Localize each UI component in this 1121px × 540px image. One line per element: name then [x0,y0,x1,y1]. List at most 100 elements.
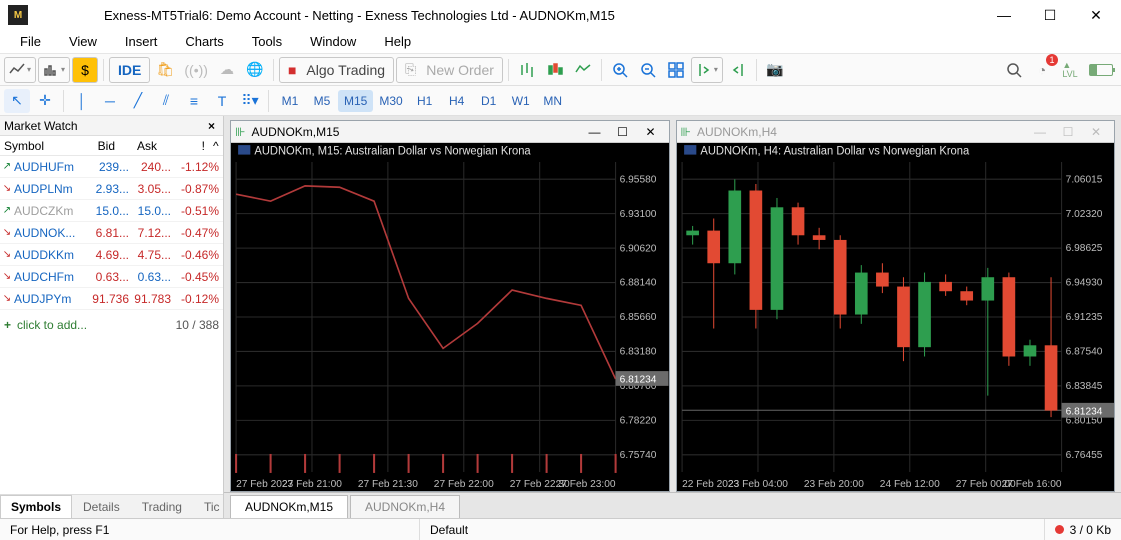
timeframe-m30[interactable]: M30 [373,90,408,112]
chart2-body[interactable]: 7.060157.023206.986256.949306.912356.875… [677,143,1115,491]
fibo-icon[interactable]: ≡ [181,89,207,113]
notification-badge: 1 [1046,54,1058,66]
direction-icon: ↗ [0,205,14,216]
svg-text:6.95580: 6.95580 [620,174,657,185]
chart1-maximize[interactable]: ☐ [609,122,637,142]
zoom-in-icon[interactable] [607,57,633,83]
svg-text:27 Feb 21:30: 27 Feb 21:30 [358,479,418,490]
bar-chart-dropdown[interactable]: ▾ [38,57,70,83]
chart1-minimize[interactable]: — [581,122,609,142]
crosshair-icon[interactable]: ✛ [32,89,58,113]
market-watch-row[interactable]: ↘AUDNOK...6.81...7.12...-0.47% [0,222,223,244]
chart-line-icon[interactable] [570,57,596,83]
menu-insert[interactable]: Insert [113,31,170,52]
ide-button[interactable]: IDE [109,57,150,83]
col-scroll: ^ [209,139,223,153]
menu-window[interactable]: Window [298,31,368,52]
chart-tab[interactable]: AUDNOKm,M15 [230,495,348,518]
close-button[interactable]: ✕ [1073,0,1119,30]
level-icon[interactable]: ▲LVL [1057,57,1083,83]
col-symbol[interactable]: Symbol [0,139,77,153]
timeframe-h1[interactable]: H1 [409,90,441,112]
change-value: -0.87% [171,182,223,196]
svg-text:27 Feb 21:00: 27 Feb 21:00 [282,479,342,490]
menu-charts[interactable]: Charts [173,31,235,52]
dollar-button[interactable]: $ [72,57,98,83]
minimize-button[interactable]: — [981,0,1027,30]
chart1-body[interactable]: 6.955806.931006.906206.881406.856606.831… [231,143,669,491]
camera-icon[interactable]: 📷 [762,57,788,83]
direction-icon: ↘ [0,183,14,194]
hline-icon[interactable]: ─ [97,89,123,113]
chart2-titlebar[interactable]: ⊪ AUDNOKm,H4 — ☐ ✕ [677,121,1115,143]
market-watch-close[interactable]: × [204,119,219,133]
market-watch-row[interactable]: ↗AUDCZKm15.0...15.0...-0.51% [0,200,223,222]
cloud-icon[interactable]: ☁ [214,57,240,83]
timeframe-m15[interactable]: M15 [338,90,373,112]
chart1-title: AUDNOKm,M15 [251,125,339,139]
market-watch-row[interactable]: ↘AUDJPYm91.73691.783-0.12% [0,288,223,310]
objects-dropdown[interactable]: ⠿▾ [237,89,263,113]
chart-window-2[interactable]: ⊪ AUDNOKm,H4 — ☐ ✕ 7.060157.023206.98625… [676,120,1116,492]
svg-text:7.06015: 7.06015 [1065,174,1102,185]
line-chart-dropdown[interactable]: ▾ [4,57,36,83]
vline-icon[interactable]: │ [69,89,95,113]
zoom-out-icon[interactable] [635,57,661,83]
chart-bars-icon[interactable] [514,57,540,83]
market-watch-add[interactable]: + click to add... 10 / 388 [0,314,223,336]
timeframe-d1[interactable]: D1 [473,90,505,112]
timeframe-h4[interactable]: H4 [441,90,473,112]
shop-icon[interactable]: 🛍 [152,57,178,83]
new-order-button[interactable]: ⎘New Order [396,57,503,83]
col-bid[interactable]: Bid [77,139,119,153]
channel-icon[interactable]: ⫽ [153,89,179,113]
bid-value: 0.63... [87,270,129,284]
globe-icon[interactable]: 🌐 [242,57,268,83]
timeframe-mn[interactable]: MN [537,90,569,112]
timeframe-w1[interactable]: W1 [505,90,537,112]
search-icon[interactable] [1001,57,1027,83]
chart2-maximize[interactable]: ☐ [1054,122,1082,142]
charts-area: ⊪ AUDNOKm,M15 — ☐ ✕ 6.955806.931006.9062… [224,116,1121,518]
market-watch-row[interactable]: ↗AUDHUFm239...240...-1.12% [0,156,223,178]
menu-file[interactable]: File [8,31,53,52]
mw-tab-symbols[interactable]: Symbols [0,495,72,518]
timeframe-m5[interactable]: M5 [306,90,338,112]
signal-icon[interactable]: ((•)) [180,57,212,83]
chart-candles-icon[interactable] [542,57,568,83]
mw-tab-trading[interactable]: Trading [131,495,193,518]
chart-tab[interactable]: AUDNOKm,H4 [350,495,460,518]
notification-icon[interactable]: ◔1 [1029,57,1055,83]
algo-trading-button[interactable]: ■Algo Trading [279,57,394,83]
chart-icon: ⊪ [235,125,245,139]
col-change[interactable]: ! [161,139,209,153]
maximize-button[interactable]: ☐ [1027,0,1073,30]
timeframe-m1[interactable]: M1 [274,90,306,112]
svg-text:6.90620: 6.90620 [620,243,657,254]
menu-view[interactable]: View [57,31,109,52]
chart-window-1[interactable]: ⊪ AUDNOKm,M15 — ☐ ✕ 6.955806.931006.9062… [230,120,670,492]
svg-text:AUDNOKm, H4: Australian Dolla: AUDNOKm, H4: Australian Dollar vs Norweg… [700,145,969,157]
chart1-close[interactable]: ✕ [637,122,665,142]
status-bar: For Help, press F1 Default 3 / 0 Kb [0,518,1121,540]
scroll-toggle-1[interactable]: ▾ [691,57,723,83]
chart1-titlebar[interactable]: ⊪ AUDNOKm,M15 — ☐ ✕ [231,121,669,143]
tile-windows-icon[interactable] [663,57,689,83]
text-icon[interactable]: T [209,89,235,113]
ask-value: 0.63... [129,270,171,284]
svg-text:6.75740: 6.75740 [620,450,657,461]
mw-tab-details[interactable]: Details [72,495,131,518]
market-watch-row[interactable]: ↘AUDCHFm0.63...0.63...-0.45% [0,266,223,288]
menu-tools[interactable]: Tools [240,31,294,52]
scroll-toggle-2[interactable] [725,57,751,83]
market-watch-row[interactable]: ↘AUDPLNm2.93...3.05...-0.87% [0,178,223,200]
cursor-icon[interactable]: ↖ [4,89,30,113]
chart2-minimize[interactable]: — [1026,122,1054,142]
menu-help[interactable]: Help [372,31,423,52]
svg-text:6.85660: 6.85660 [620,312,657,323]
col-ask[interactable]: Ask [119,139,161,153]
svg-text:7.02320: 7.02320 [1065,209,1102,220]
market-watch-row[interactable]: ↘AUDDKKm4.69...4.75...-0.46% [0,244,223,266]
trendline-icon[interactable]: ╱ [125,89,151,113]
chart2-close[interactable]: ✕ [1082,122,1110,142]
